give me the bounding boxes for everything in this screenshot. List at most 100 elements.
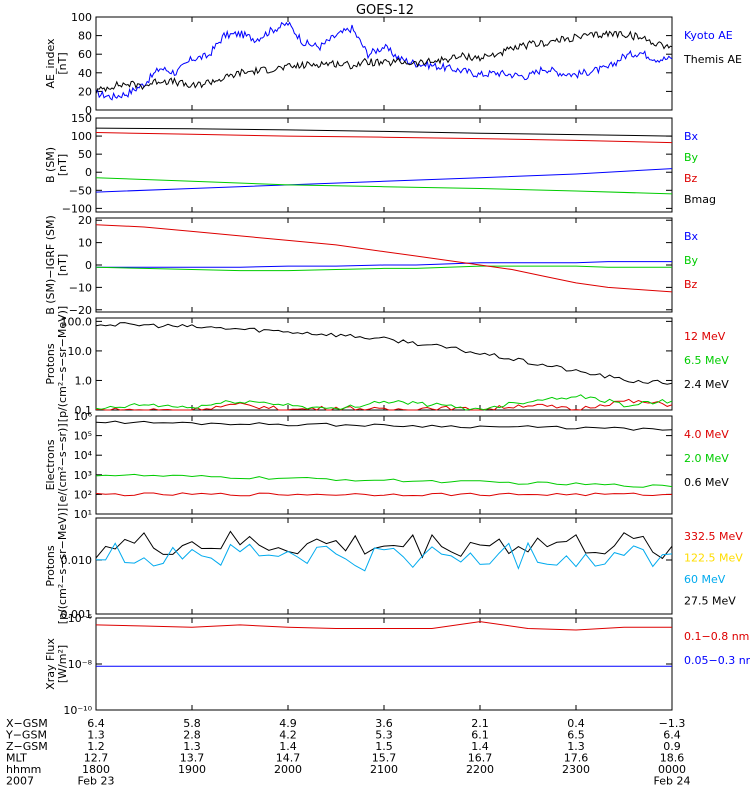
y-tick-label: 10⁴: [74, 449, 93, 462]
y-tick-label: 20: [78, 214, 92, 227]
series-line-0-6-mev: [95, 420, 673, 431]
x-row-value: 1.2: [87, 740, 105, 753]
legend-entry: Bz: [684, 278, 698, 291]
x-row-value: 2300: [562, 763, 590, 776]
x-row-value: 1.4: [279, 740, 297, 753]
legend-entry: 12 MeV: [684, 330, 726, 343]
panel-frame: [95, 117, 673, 213]
y-axis-label: Protons: [44, 343, 57, 384]
series-line-0-1-0-8-nm: [95, 621, 672, 631]
series-line-6-5-mev: [95, 394, 673, 411]
x-row-value: −1.3: [659, 717, 686, 730]
y-axis-label: [W/m²]: [56, 645, 69, 683]
legend-entry: Bx: [684, 230, 699, 243]
y-tick-label: 0: [85, 259, 92, 272]
y-axis-label: Electrons: [44, 439, 57, 490]
series-line-2-4-mev: [95, 322, 673, 385]
legend-entry: 27.5 MeV: [684, 595, 736, 608]
series-line-4-0-mev: [95, 492, 673, 497]
series-line-27-5-mev: [95, 530, 673, 560]
y-axis-label: [nT]: [56, 254, 69, 276]
legend-entry: Bx: [684, 130, 699, 143]
x-row-value: 14.7: [276, 752, 301, 765]
x-row-value: 0000: [658, 763, 686, 776]
y-tick-label: 10⁶: [74, 410, 93, 423]
y-tick-label: 100.0: [61, 315, 93, 328]
x-row-value: 1800: [82, 763, 110, 776]
panel-1: −100 −50 0 50 100 150 B (SM) [nT] Bx By Bz Bmag: [44, 112, 716, 215]
y-tick-label: −10: [69, 281, 92, 294]
panel-frame: [95, 317, 673, 411]
x-row-value: 0.4: [567, 717, 585, 730]
x-row-value: 13.7: [180, 752, 205, 765]
x-row-value: 3.6: [375, 717, 393, 730]
x-row-label: hhmm: [6, 763, 41, 776]
legend-entry: By: [684, 151, 699, 164]
legend-entry: 4.0 MeV: [684, 428, 729, 441]
series-line-bx: [96, 261, 672, 268]
legend-entry: 0.1−0.8 nm: [684, 630, 749, 643]
panel-5: 0.001 0.010 Protons [p/(cm²−s−sr−MeV)] 332.5…: [44, 508, 743, 624]
x-row-value: 5.8: [183, 717, 201, 730]
y-axis-label: [e/(cm²−s−sr)]: [56, 423, 69, 506]
x-row-value: 1.5: [375, 740, 393, 753]
y-tick-label: −100: [62, 202, 92, 215]
figure-title: GOES-12: [356, 3, 414, 18]
x-row-value: 6.4: [87, 717, 105, 730]
x-row-label: X−GSM: [6, 717, 48, 730]
y-axis-label: B (SM)−IGRF (SM): [44, 215, 57, 315]
series-line-60-mev: [95, 541, 673, 572]
legend-entry: 122.5 MeV: [684, 552, 743, 565]
series-line-themis-ae: [95, 30, 673, 95]
legend-entry: By: [684, 254, 699, 267]
x-row-value: 2.1: [471, 717, 489, 730]
series-line-by: [95, 177, 673, 195]
y-tick-label: 1.0: [75, 374, 93, 387]
y-tick-label: −20: [69, 304, 92, 317]
x-row-value: 1900: [178, 763, 206, 776]
series-line-bz: [95, 132, 673, 144]
y-tick-label: 50: [78, 148, 92, 161]
legend-entry: 2.0 MeV: [684, 452, 729, 465]
x-row-value: 1.3: [567, 740, 585, 753]
y-axis-label: Protons: [44, 545, 57, 586]
y-tick-label: 20: [78, 85, 92, 98]
x-row-value: 2.8: [183, 729, 201, 742]
y-axis-label: [nT]: [56, 154, 69, 176]
y-tick-label: 80: [78, 30, 92, 43]
panel-frame: [95, 16, 673, 111]
x-row-value: 17.6: [564, 752, 589, 765]
x-row-value: 2000: [274, 763, 302, 776]
series-line-by: [95, 265, 672, 272]
x-row-value: 6.5: [567, 729, 585, 742]
x-row-value: 1.4: [471, 740, 489, 753]
series-line-2-0-mev: [95, 473, 673, 488]
x-row-value: 6.1: [471, 729, 489, 742]
y-axis-label: B (SM): [44, 147, 57, 183]
x-row-value: 18.6: [660, 752, 685, 765]
start-date-label: Feb 23: [78, 775, 115, 788]
panel-frame: [95, 415, 673, 515]
x-row-value: 6.4: [663, 729, 681, 742]
x-row-value: 1.3: [87, 729, 105, 742]
x-row-value: 16.7: [468, 752, 493, 765]
y-tick-label: 40: [78, 67, 92, 80]
x-row-value: 2100: [370, 763, 398, 776]
y-tick-label: 10³: [74, 469, 92, 482]
y-axis-label: [nT]: [56, 52, 69, 74]
panel-3: 0.1 1.0 10.0 100.0 Protons [p/(cm²−s−sr−MeV)]…: [44, 306, 729, 422]
legend-entry: 332.5 MeV: [684, 530, 743, 543]
series-line-bmag: [95, 127, 673, 137]
legend-entry: 0.05−0.3 nm: [684, 654, 750, 667]
x-row-value: 0.9: [663, 740, 681, 753]
y-tick-label: 10¹: [74, 508, 92, 521]
y-tick-label: 10⁻⁶: [68, 612, 93, 625]
y-tick-label: 100: [71, 130, 92, 143]
legend-entry: Bmag: [684, 193, 716, 206]
panel-frame: [95, 617, 673, 711]
y-tick-label: 0.1: [75, 404, 93, 417]
y-axis-label: AE_index: [44, 38, 57, 89]
end-date-label: Feb 24: [654, 775, 691, 788]
